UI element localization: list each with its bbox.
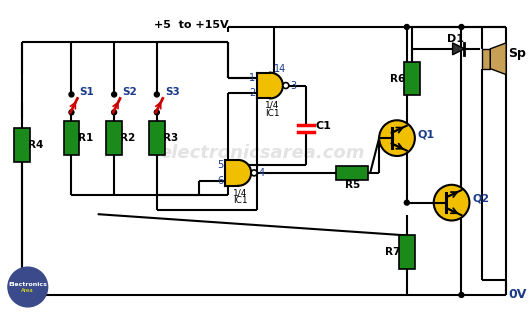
FancyBboxPatch shape xyxy=(399,235,415,269)
Text: S2: S2 xyxy=(122,87,137,97)
Text: R5: R5 xyxy=(345,180,360,190)
FancyBboxPatch shape xyxy=(106,121,122,155)
Circle shape xyxy=(434,185,469,221)
Circle shape xyxy=(112,92,116,97)
Text: C1: C1 xyxy=(316,121,332,131)
Text: Electronics: Electronics xyxy=(8,281,47,286)
Circle shape xyxy=(69,92,74,97)
Text: Q2: Q2 xyxy=(472,194,489,204)
FancyBboxPatch shape xyxy=(404,62,420,95)
Polygon shape xyxy=(238,160,251,186)
Text: 3: 3 xyxy=(291,80,297,90)
Text: R7: R7 xyxy=(385,247,400,257)
Text: IC1: IC1 xyxy=(233,196,248,205)
FancyBboxPatch shape xyxy=(257,73,270,98)
Text: S3: S3 xyxy=(165,87,179,97)
Text: Q1: Q1 xyxy=(418,129,435,139)
FancyBboxPatch shape xyxy=(482,49,490,69)
Text: R1: R1 xyxy=(78,133,93,143)
Text: 5: 5 xyxy=(217,160,223,170)
Circle shape xyxy=(154,110,159,115)
Text: Sp: Sp xyxy=(508,47,526,60)
Text: +5  to +15V: +5 to +15V xyxy=(154,20,229,30)
Text: 1/4: 1/4 xyxy=(233,188,248,197)
Circle shape xyxy=(154,92,159,97)
Text: R3: R3 xyxy=(163,133,178,143)
Text: 1: 1 xyxy=(249,73,255,83)
FancyBboxPatch shape xyxy=(149,121,165,155)
Polygon shape xyxy=(490,43,506,74)
Text: S1: S1 xyxy=(79,87,94,97)
FancyBboxPatch shape xyxy=(14,128,30,162)
Text: IC1: IC1 xyxy=(264,109,279,118)
FancyBboxPatch shape xyxy=(336,166,368,180)
FancyBboxPatch shape xyxy=(63,121,79,155)
Polygon shape xyxy=(270,73,283,98)
Circle shape xyxy=(251,170,257,176)
FancyBboxPatch shape xyxy=(225,160,238,186)
Circle shape xyxy=(379,120,415,156)
Circle shape xyxy=(283,83,289,89)
Circle shape xyxy=(69,110,74,115)
Text: R6: R6 xyxy=(390,74,406,84)
Text: electronicsarea.com: electronicsarea.com xyxy=(159,144,365,162)
Text: 14: 14 xyxy=(274,64,286,74)
Text: 1/4: 1/4 xyxy=(264,101,279,110)
Circle shape xyxy=(404,24,409,29)
Text: D1: D1 xyxy=(447,34,464,44)
Circle shape xyxy=(459,292,464,297)
Text: 4: 4 xyxy=(259,168,265,178)
Polygon shape xyxy=(453,43,464,55)
Circle shape xyxy=(459,24,464,29)
Circle shape xyxy=(8,267,48,307)
Text: Area: Area xyxy=(21,289,34,294)
Circle shape xyxy=(112,110,116,115)
Text: R2: R2 xyxy=(121,133,135,143)
Text: 0V: 0V xyxy=(508,289,526,301)
Text: 6: 6 xyxy=(217,176,223,186)
Text: R4: R4 xyxy=(28,140,43,150)
Circle shape xyxy=(404,200,409,205)
Text: 2: 2 xyxy=(249,89,255,99)
